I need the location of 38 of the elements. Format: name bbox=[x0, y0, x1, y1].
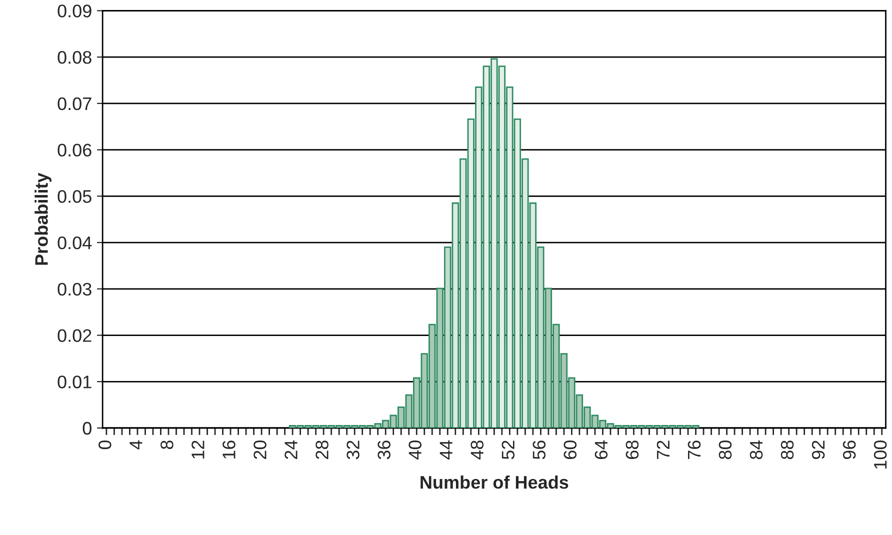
x-tick-label: 4 bbox=[130, 440, 142, 450]
y-tick-label: 0.09 bbox=[58, 4, 92, 18]
x-tick-label: 40 bbox=[408, 440, 422, 460]
x-tick-label: 92 bbox=[812, 440, 825, 460]
x-tick-label: 80 bbox=[718, 440, 732, 460]
x-tick-label: 60 bbox=[564, 440, 577, 459]
x-tick-label: 48 bbox=[470, 440, 484, 460]
y-tick-label: 0.04 bbox=[58, 236, 92, 250]
x-tick-label: 68 bbox=[626, 440, 639, 459]
y-tick-label: 0.05 bbox=[58, 190, 92, 203]
x-tick-label: 72 bbox=[656, 440, 670, 459]
x-tick-label: 16 bbox=[222, 440, 236, 459]
x-tick-label: 84 bbox=[750, 440, 763, 460]
y-tick-label: 0.07 bbox=[58, 97, 92, 110]
y-tick-label: 0.02 bbox=[58, 329, 92, 342]
y-tick-label: 0 bbox=[82, 422, 92, 435]
x-tick-label: 20 bbox=[254, 440, 266, 459]
x-tick-label: 88 bbox=[780, 440, 794, 460]
x-tick-label: 56 bbox=[532, 440, 546, 460]
y-tick-label: 0.06 bbox=[58, 144, 92, 157]
x-tick-label: 44 bbox=[440, 440, 452, 460]
x-tick-label: 8 bbox=[160, 440, 174, 450]
x-tick-label: 36 bbox=[378, 440, 390, 460]
x-tick-label: 64 bbox=[594, 440, 608, 459]
x-tick-label: 32 bbox=[346, 440, 360, 460]
x-tick-label: 12 bbox=[192, 440, 204, 459]
y-axis-title: Probability bbox=[34, 172, 52, 265]
x-tick-label: 0 bbox=[98, 440, 112, 450]
y-tick-label: 0.03 bbox=[58, 282, 92, 296]
x-tick-label: 24 bbox=[284, 440, 298, 459]
x-tick-label: 100 bbox=[874, 440, 887, 469]
x-tick-label: 28 bbox=[316, 440, 328, 459]
x-tick-label: 96 bbox=[842, 440, 856, 460]
x-tick-label: 76 bbox=[688, 440, 701, 459]
x-axis-title: Number of Heads bbox=[420, 475, 568, 489]
y-tick-label: 0.08 bbox=[58, 51, 92, 64]
x-tick-label: 52 bbox=[502, 440, 515, 460]
y-tick-label: 0.01 bbox=[58, 376, 92, 388]
